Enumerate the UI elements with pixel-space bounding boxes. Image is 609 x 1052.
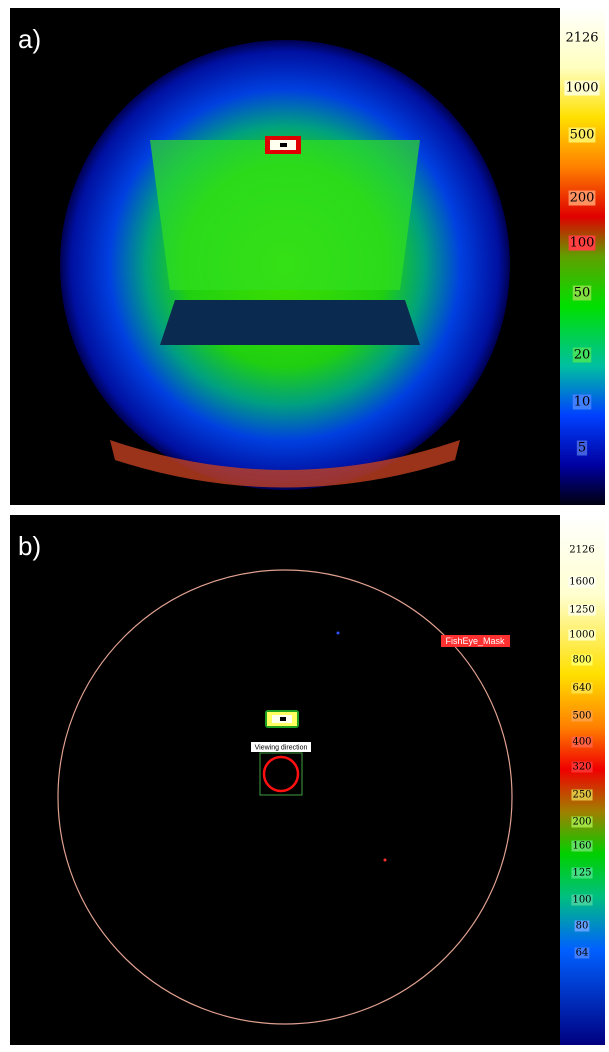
- scale-label: 2126: [565, 31, 598, 46]
- scale-label: 800: [572, 655, 591, 666]
- light-dot: [280, 717, 286, 721]
- scale-label: 1000: [569, 630, 594, 641]
- table: [160, 300, 420, 345]
- dot: [384, 859, 387, 862]
- scale-label: 250: [572, 790, 591, 801]
- scale-label: 10: [574, 395, 591, 410]
- scale-label: 5: [578, 441, 586, 456]
- image-b: [10, 515, 560, 1045]
- scale-label: 200: [572, 817, 591, 828]
- scale-label: 500: [572, 711, 591, 722]
- scale-label: 80: [576, 921, 589, 932]
- scale-label: 100: [570, 236, 595, 251]
- scale-label: 125: [572, 868, 591, 879]
- mask-label: FishEye_Mask: [445, 636, 505, 646]
- colorbar-b: [560, 515, 605, 1045]
- panel-label: a): [18, 24, 41, 54]
- scale-label: 1250: [569, 605, 594, 616]
- scale-label: 1600: [569, 577, 594, 588]
- scale-label: 64: [576, 948, 589, 959]
- scale-label: 640: [572, 683, 591, 694]
- scale-label: 200: [570, 191, 595, 206]
- scale-label: 20: [574, 348, 591, 363]
- scale-label: 320: [572, 762, 591, 773]
- scale-label: 100: [572, 895, 591, 906]
- light-core: [280, 143, 287, 147]
- room-wall: [150, 140, 420, 290]
- scale-label: 2126: [569, 545, 594, 556]
- scale-label: 500: [570, 128, 595, 143]
- scale-label: 400: [572, 737, 591, 748]
- figure: a) Viewing direction FishEye_Mask b) 212…: [0, 0, 609, 1052]
- dot: [337, 632, 340, 635]
- scale-label: 50: [574, 286, 591, 301]
- view-label: Viewing direction: [255, 744, 308, 751]
- panel-label: b): [18, 531, 41, 561]
- scale-label: 160: [572, 841, 591, 852]
- scale-label: 1000: [565, 81, 598, 96]
